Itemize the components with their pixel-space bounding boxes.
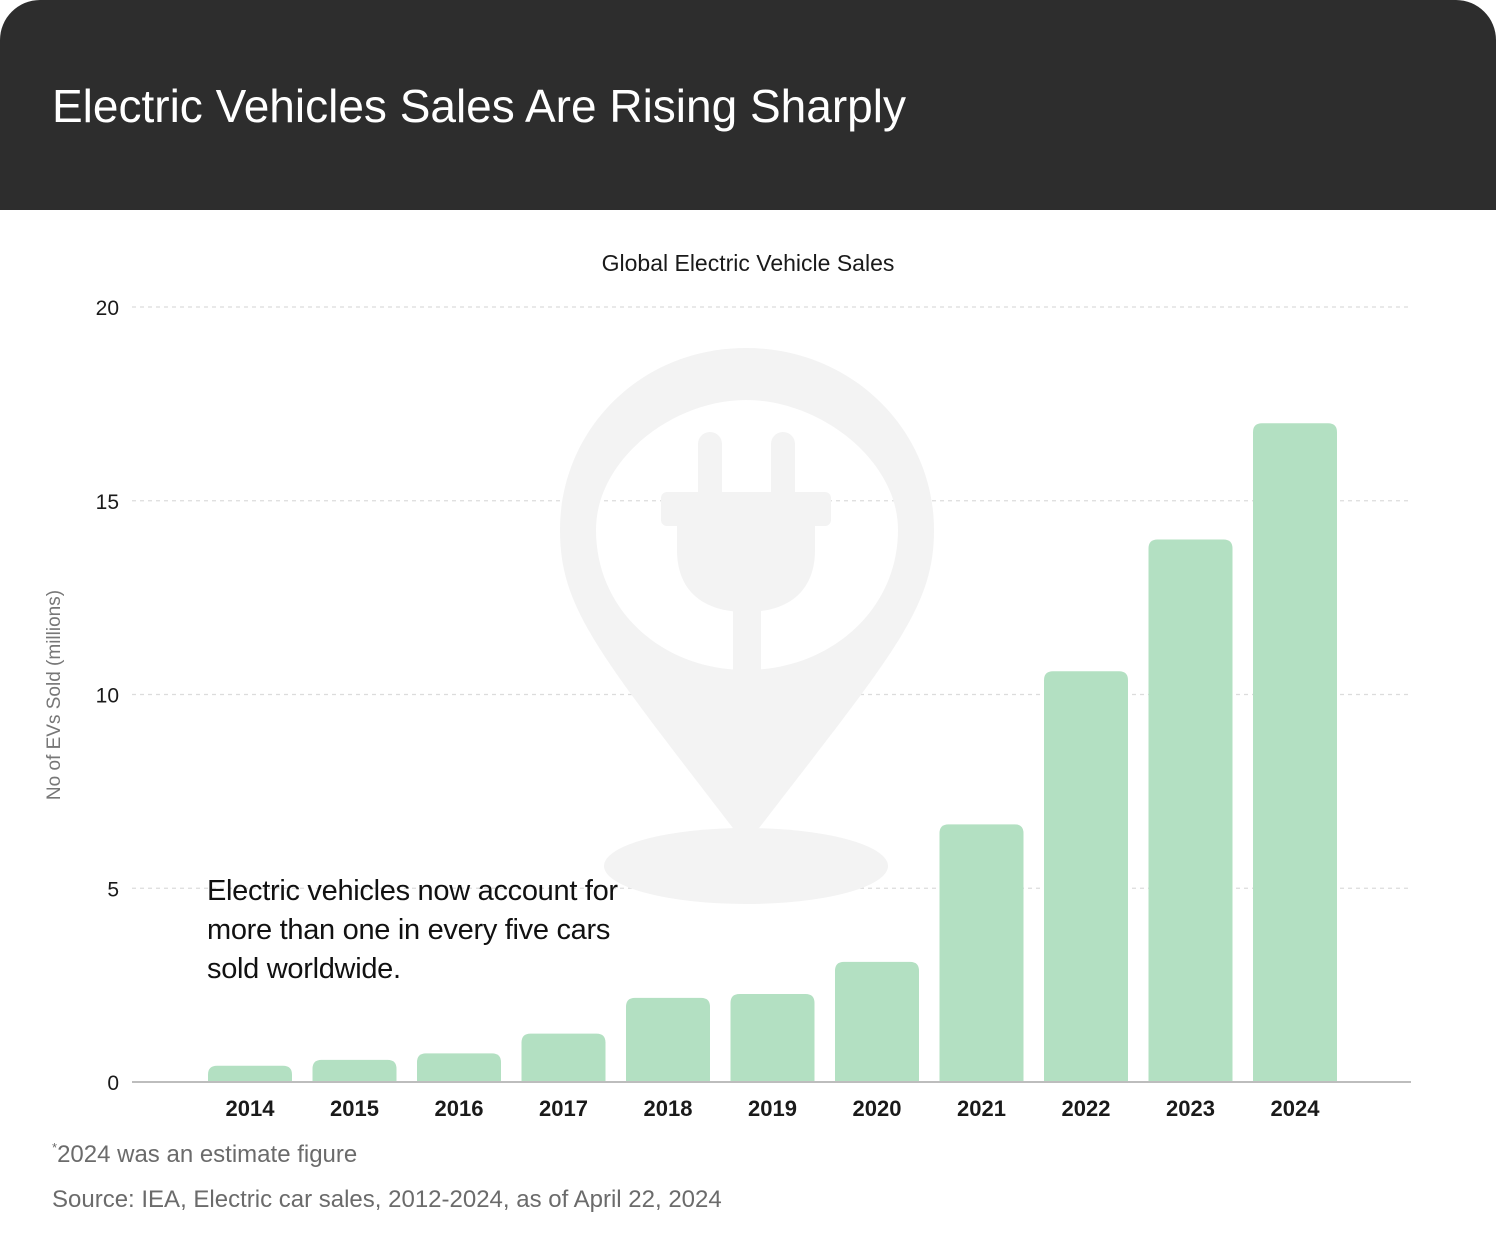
header-bar: Electric Vehicles Sales Are Rising Sharp… (0, 0, 1496, 210)
y-tick-label: 20 (96, 297, 119, 320)
x-tick-label: 2019 (748, 1096, 797, 1121)
x-tick-label: 2020 (853, 1096, 902, 1121)
chart-title: Global Electric Vehicle Sales (601, 250, 895, 276)
x-tick-labels: 2014 2015 2016 2017 2018 2019 2020 2021 2022 2023… (226, 1096, 1321, 1121)
y-tick-label: 10 (96, 685, 119, 708)
x-tick-label: 2015 (330, 1096, 379, 1121)
y-tick-label: 15 (96, 491, 119, 514)
bar-2023 (1148, 539, 1233, 1082)
bar-2015 (312, 1059, 397, 1082)
page-title: Electric Vehicles Sales Are Rising Sharp… (52, 80, 906, 132)
annotation-text: Electric vehicles now account for more t… (207, 875, 618, 985)
bar-2020 (835, 961, 919, 1082)
x-tick-label: 2024 (1271, 1096, 1321, 1121)
footnote-marker: * (52, 1140, 58, 1155)
footnote: *2024 was an estimate figure (52, 1140, 357, 1169)
x-tick-label: 2023 (1166, 1096, 1215, 1121)
ev-charging-pin-icon (560, 348, 934, 904)
pin-shadow (604, 828, 888, 904)
x-tick-label: 2017 (539, 1096, 588, 1121)
x-tick-label: 2021 (957, 1096, 1006, 1121)
footnote-text: 2024 was an estimate figure (57, 1141, 358, 1168)
bar-2024 (1253, 423, 1337, 1082)
bar-2014 (208, 1065, 292, 1082)
x-tick-label: 2014 (226, 1096, 276, 1121)
y-tick-label: 0 (107, 1072, 119, 1095)
y-tick-label: 5 (107, 878, 119, 901)
y-axis-label: No of EVs Sold (millions) (44, 590, 65, 800)
x-tick-label: 2018 (644, 1096, 693, 1121)
bar-2019 (730, 994, 815, 1082)
bar-2016 (417, 1053, 501, 1082)
pin-shape (560, 348, 934, 845)
plug-icon (661, 432, 831, 690)
bar-2018 (626, 997, 710, 1082)
x-tick-label: 2016 (435, 1096, 484, 1121)
source-note: Source: IEA, Electric car sales, 2012-20… (52, 1186, 722, 1213)
bar-2022 (1044, 671, 1128, 1082)
bars (208, 423, 1337, 1082)
y-tick-labels: 0 5 10 15 20 (96, 297, 119, 1095)
bar-2017 (521, 1033, 606, 1082)
bar-2021 (939, 824, 1024, 1082)
x-tick-label: 2022 (1062, 1096, 1111, 1121)
